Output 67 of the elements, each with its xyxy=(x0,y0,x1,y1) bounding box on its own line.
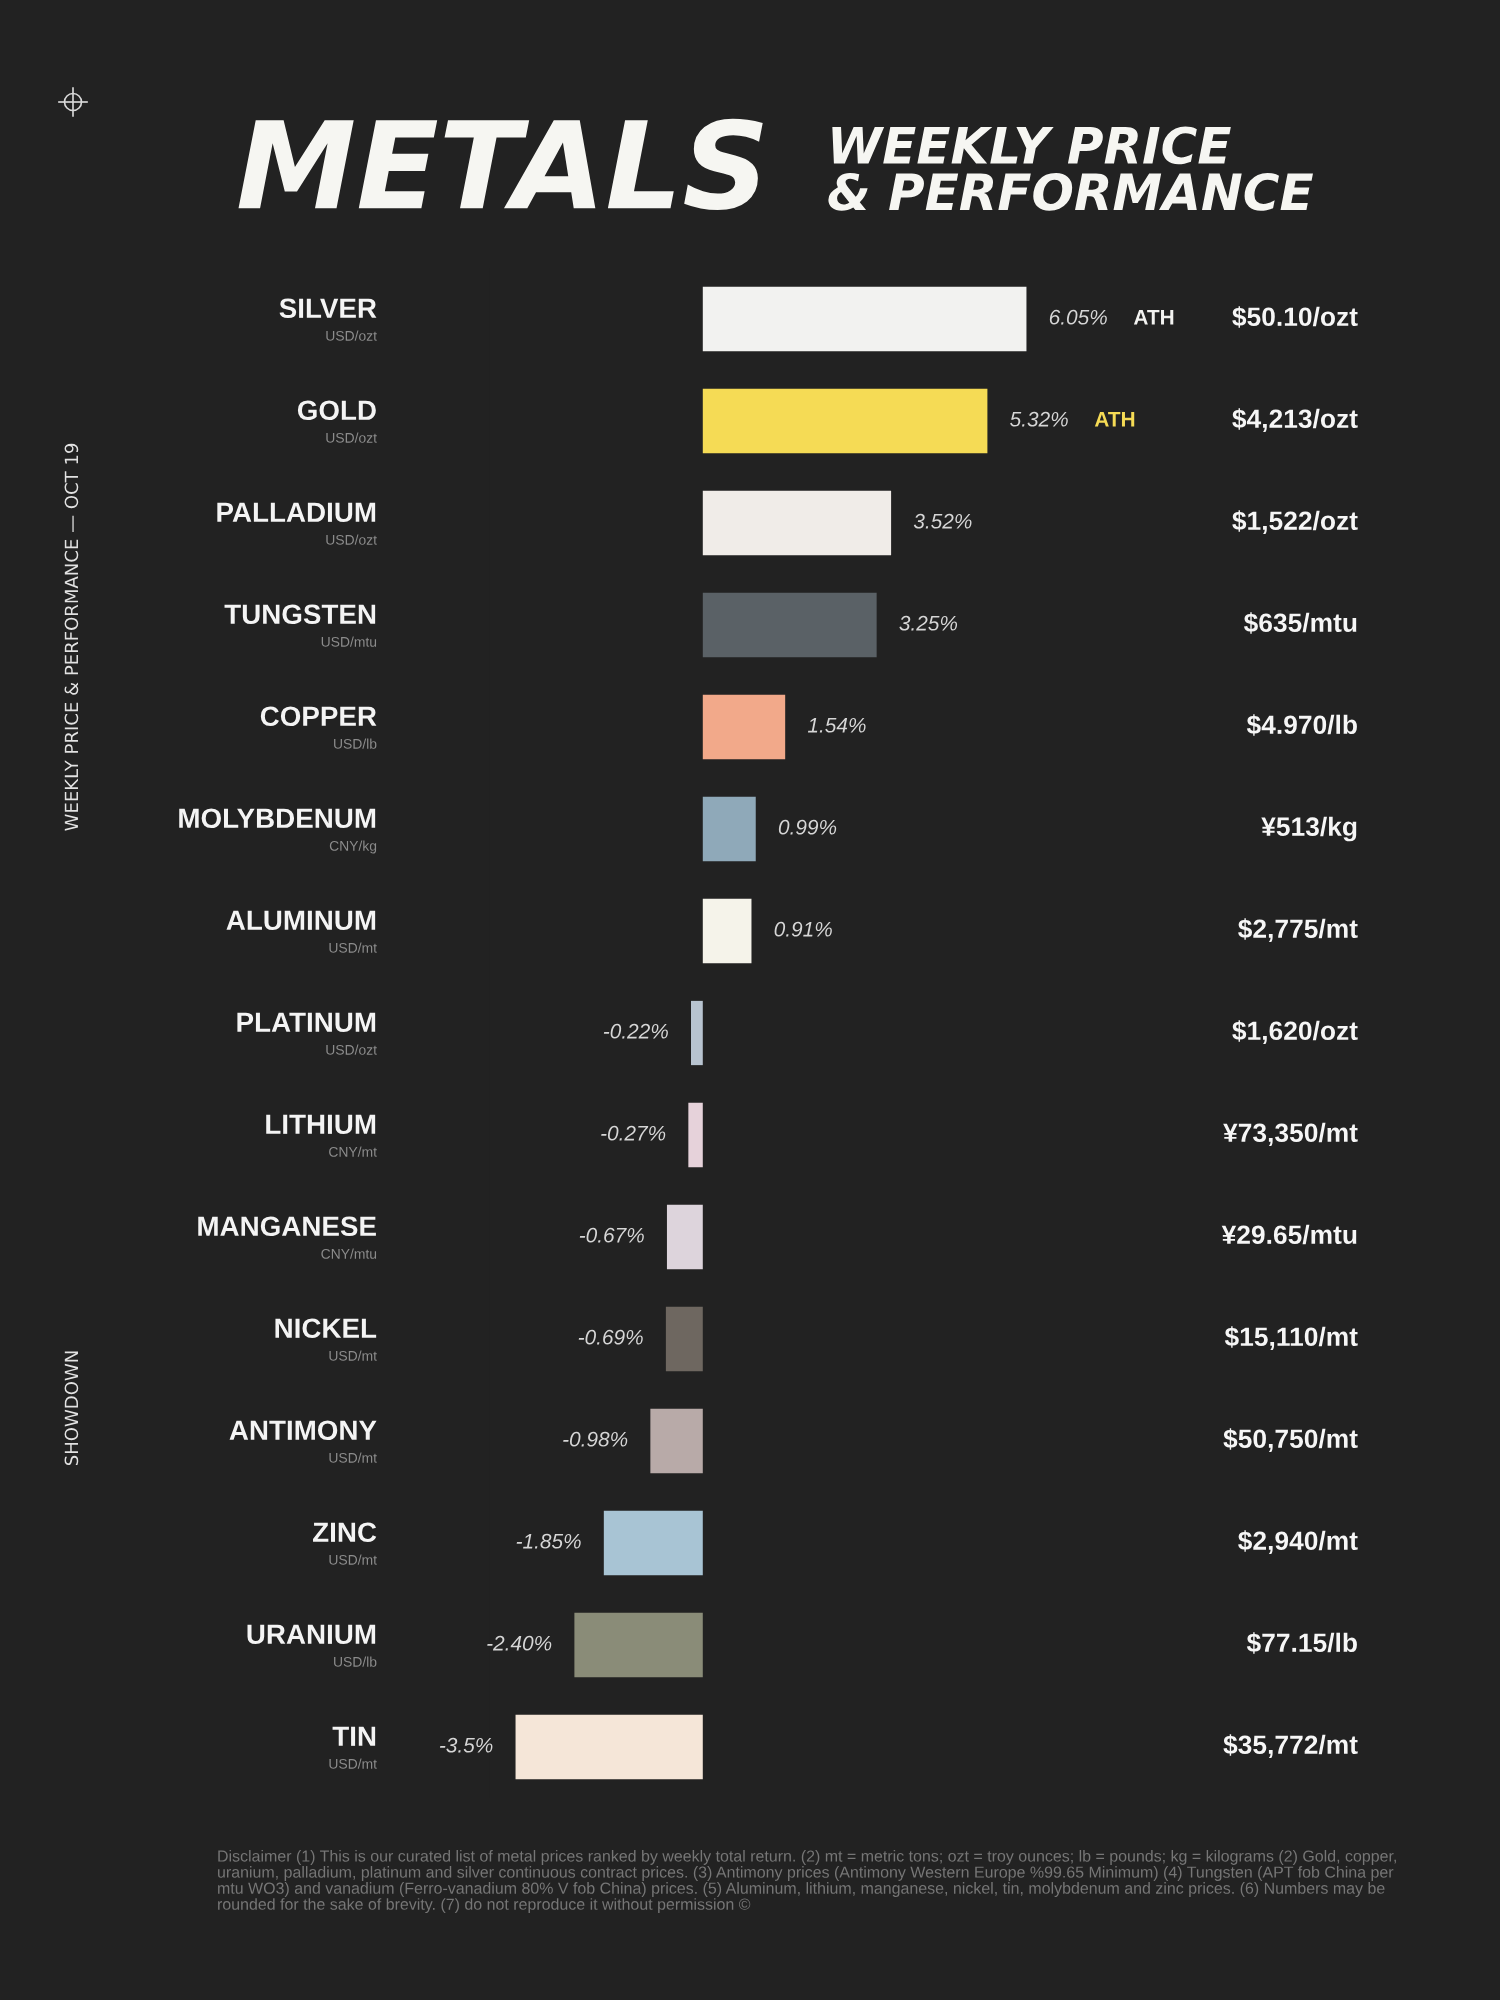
data-label: 0.91% xyxy=(774,921,832,937)
bar xyxy=(665,1306,703,1372)
data-label: -0.27% xyxy=(601,1125,666,1141)
bar xyxy=(574,1612,703,1678)
y-tick-label: NICKEL USD/mt xyxy=(275,1318,377,1361)
text: SHOWDOWN xyxy=(64,1351,79,1466)
y-tick-label: PALLADIUM USD/ozt xyxy=(217,502,377,545)
data-label: -0.69% xyxy=(578,1329,643,1345)
text: $50.10/ozt xyxy=(1232,306,1358,328)
y-tick-label: URANIUM USD/lb xyxy=(247,1624,377,1667)
y-tick-label: ANTIMONY USD/mt xyxy=(229,1420,377,1463)
bar xyxy=(702,796,756,862)
bar xyxy=(603,1510,703,1576)
y-tick-label: TUNGSTEN USD/mtu xyxy=(224,604,377,647)
y-tick-label: LITHIUM CNY/mt xyxy=(266,1114,377,1157)
text: $4,213/ozt xyxy=(1232,408,1358,432)
text: $2,940/mt xyxy=(1238,1530,1358,1554)
text: Disclaimer (1) This is our curated list of metal prices ranked by weekly total return. (2) mt = metric tons; ozt = troy ounces; lb = pounds; kg = kilograms (2) Gold, copper, uranium, palladium, platinum and silver continuous contract prices. (3) Antimony prices (Antimony Western Europe %99.65 Minimum) (4) Tungsten (APT fob China per mtu WO3) and vanadium (Ferro-vanadium 80% V fob China) prices. (5) Aluminum, lithium, manganese, nickel, tin, molybdenum and zinc prices. (6) Numbers may be rounded for the sake of brevity. (7) do not reproduce it without permission © xyxy=(218,1850,1396,1914)
data-label: 5.32% xyxy=(1010,411,1068,427)
bar xyxy=(650,1408,703,1474)
data-label: 6.05% xyxy=(1049,309,1107,325)
y-tick-label: TIN USD/mt xyxy=(329,1726,377,1769)
bar xyxy=(702,388,988,454)
data-label: 3.25% xyxy=(899,615,958,631)
text: ¥29.65/mtu xyxy=(1221,1224,1357,1245)
bar xyxy=(702,286,1027,352)
bar xyxy=(702,898,752,964)
data-label: -0.98% xyxy=(563,1431,628,1447)
y-tick-label: ZINC USD/mt xyxy=(313,1522,377,1565)
text: $35,772/mt xyxy=(1223,1734,1358,1758)
chart-subtitle: WEEKLY PRICE & PERFORMANCE xyxy=(828,126,1313,211)
bar xyxy=(702,490,892,556)
bar xyxy=(515,1714,703,1780)
bar xyxy=(702,592,877,658)
text: ATH xyxy=(1094,412,1135,427)
data-label: -0.22% xyxy=(603,1023,668,1039)
text: $635/mtu xyxy=(1243,612,1357,634)
data-label: -0.67% xyxy=(579,1227,644,1243)
text: $77.15/lb xyxy=(1246,1632,1357,1654)
text: $1,620/ozt xyxy=(1232,1020,1358,1044)
text: $15,110/mt xyxy=(1224,1326,1358,1350)
y-tick-label: GOLD USD/ozt xyxy=(297,400,377,443)
data-label: -2.40% xyxy=(487,1635,552,1651)
text: ATH xyxy=(1133,310,1174,325)
data-label: -1.85% xyxy=(516,1533,581,1549)
chart-title: METALS xyxy=(238,118,763,211)
text: ¥513/kg xyxy=(1261,816,1357,842)
bar xyxy=(688,1102,703,1168)
bar xyxy=(691,1000,703,1066)
data-label: 3.52% xyxy=(913,513,972,529)
y-tick-label: MANGANESE CNY/mtu xyxy=(198,1216,377,1259)
text: $4.970/lb xyxy=(1246,714,1357,736)
y-tick-label: COPPER USD/lb xyxy=(260,706,377,749)
data-label: 0.99% xyxy=(778,819,837,835)
y-tick-label: SILVER USD/ozt xyxy=(279,298,377,341)
y-tick-label: ALUMINUM USD/mt xyxy=(226,910,377,953)
bar xyxy=(666,1204,703,1270)
y-tick-label: MOLYBDENUM CNY/kg xyxy=(179,808,377,854)
data-label: 1.54% xyxy=(807,717,866,733)
y-tick-label: PLATINUM USD/ozt xyxy=(237,1012,377,1055)
text: $2,775/mt xyxy=(1238,918,1358,942)
text: ¥73,350/mt xyxy=(1223,1122,1358,1146)
data-label: -3.5% xyxy=(439,1737,493,1753)
text: $1,522/ozt xyxy=(1232,510,1358,534)
text: WEEKLY PRICE & PERFORMANCE — OCT 19 xyxy=(64,443,79,831)
text: $50,750/mt xyxy=(1223,1428,1358,1452)
bar xyxy=(702,694,786,760)
